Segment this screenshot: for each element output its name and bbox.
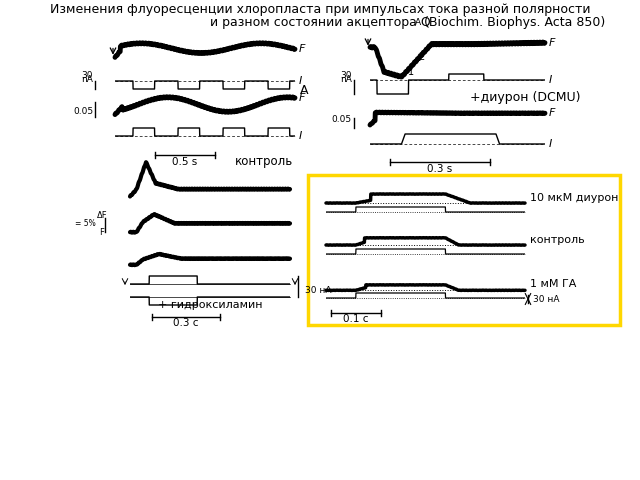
Text: 1: 1	[408, 67, 414, 77]
Text: контроль: контроль	[530, 235, 584, 245]
Text: Изменения флуоресценции хлоропласта при импульсах тока разной полярности: Изменения флуоресценции хлоропласта при …	[50, 3, 590, 16]
Text: ΔF: ΔF	[97, 211, 108, 220]
Text: 30: 30	[340, 71, 352, 80]
Text: F: F	[299, 93, 305, 103]
Text: I: I	[549, 75, 552, 85]
Text: и разном состоянии акцептора Q: и разном состоянии акцептора Q	[210, 16, 431, 29]
Text: F: F	[100, 228, 104, 237]
Text: 0.3 s: 0.3 s	[428, 164, 452, 174]
Text: 30: 30	[81, 71, 93, 80]
Text: I: I	[299, 131, 302, 141]
Text: 0.1 с: 0.1 с	[343, 314, 369, 324]
Text: +диурон (DCMU): +диурон (DCMU)	[470, 91, 580, 104]
Text: A: A	[300, 84, 308, 96]
Text: A: A	[415, 18, 421, 27]
Text: 0.05: 0.05	[332, 116, 352, 124]
Text: контроль: контроль	[235, 155, 293, 168]
Text: 0.5 s: 0.5 s	[172, 157, 198, 167]
Text: 1 мМ ГА: 1 мМ ГА	[530, 279, 577, 289]
Text: nА: nА	[340, 75, 352, 84]
Text: nА: nА	[81, 75, 93, 84]
Text: 30 нА: 30 нА	[305, 286, 332, 295]
Text: + гидроксиламин: + гидроксиламин	[157, 300, 262, 310]
Text: (Biochim. Biophys. Acta 850): (Biochim. Biophys. Acta 850)	[420, 16, 605, 29]
Bar	[308, 175, 620, 325]
Text: 10 мкМ диурон: 10 мкМ диурон	[530, 193, 618, 203]
Text: F: F	[549, 38, 556, 48]
Text: 2: 2	[418, 52, 424, 62]
Text: F: F	[299, 44, 305, 54]
Text: 0.05: 0.05	[73, 108, 93, 117]
Text: 0.3 с: 0.3 с	[173, 318, 199, 328]
Text: I: I	[299, 76, 302, 86]
Text: F: F	[549, 108, 556, 118]
Text: 30 нА: 30 нА	[533, 295, 559, 303]
Text: = 5%: = 5%	[76, 219, 96, 228]
Text: I: I	[549, 139, 552, 149]
